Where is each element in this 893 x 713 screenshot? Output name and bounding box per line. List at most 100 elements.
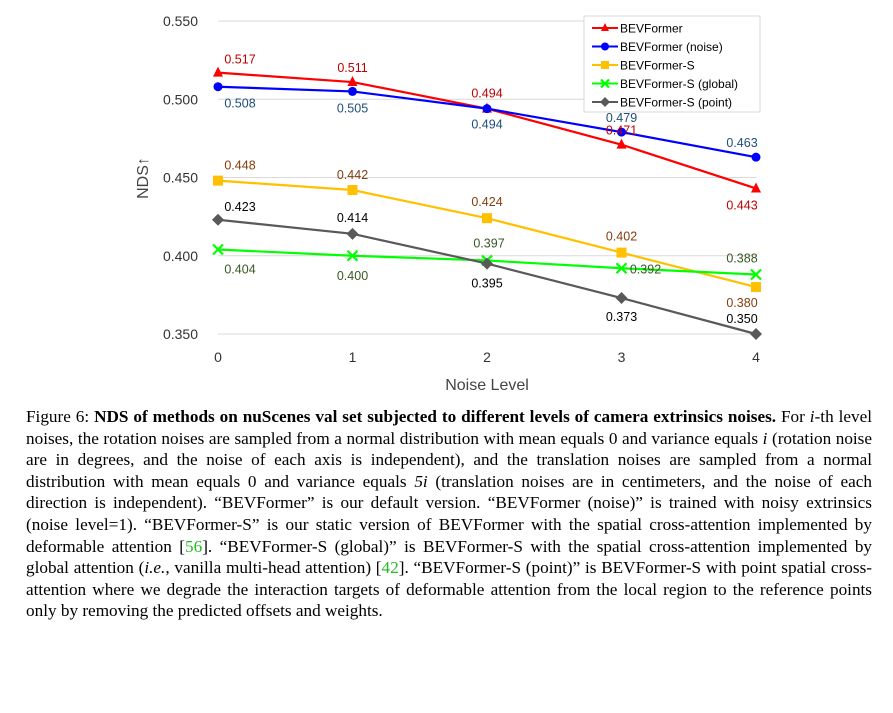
y-tick-label: 0.400 [163, 248, 198, 264]
diamond-marker [600, 97, 610, 107]
caption-abbrev: i.e. [144, 558, 166, 578]
y-tick-label: 0.550 [163, 13, 198, 29]
diamond-marker [750, 328, 762, 340]
data-label: 0.423 [224, 200, 255, 214]
caption-var: i [809, 407, 815, 426]
data-label: 0.448 [224, 159, 255, 173]
data-label: 0.511 [337, 61, 367, 75]
circle-marker [482, 104, 492, 114]
x-tick-label: 0 [214, 349, 222, 365]
square-marker [347, 185, 358, 196]
data-label: 0.517 [224, 53, 255, 67]
triangle-marker [616, 138, 627, 149]
caption-var: i [762, 428, 768, 448]
caption-text: (rotation noise are in degrees, and the … [26, 428, 873, 491]
caption-text: ]. “BEVFormer-S (point)” is BEVFormer-S … [26, 558, 872, 621]
x-marker-stroke [750, 268, 762, 281]
square-marker [751, 282, 761, 293]
circle-marker [617, 127, 626, 137]
data-label: 0.402 [606, 230, 637, 244]
data-label: 0.397 [473, 236, 504, 250]
legend-label: BEVFormer [620, 22, 683, 36]
x-marker-stroke [600, 78, 610, 89]
data-label: 0.508 [224, 97, 255, 111]
x-marker [750, 268, 762, 281]
caption-text: ]. “BEVFormer-S (global)” is BEVFormer-S… [26, 536, 873, 578]
citation-link[interactable]: 42 [381, 558, 399, 578]
series-bevformer-noise [213, 82, 761, 162]
triangle-marker [601, 23, 609, 31]
line-chart: 0.350 0.400 0.450 0.500 0.550 0 1 2 3 4 NDS↑ Noi… [135, 13, 762, 394]
data-label: 0.400 [337, 269, 368, 283]
data-label: 0.471 [606, 124, 637, 138]
circle-marker [348, 86, 357, 96]
data-labels: 0.517 0.511 0.494 0.471 0.443 0.508 0.505 0.494… [224, 53, 757, 326]
data-label: 0.479 [606, 111, 637, 125]
caption-text: -th level noises, the rotation noises ar… [26, 407, 872, 448]
legend: BEVFormer BEVFormer (noise) BEVFormer-S BEV… [583, 15, 761, 113]
square-marker [482, 213, 492, 224]
figure-label: Figure 6: [26, 407, 90, 426]
legend-label: BEVFormer-S (point) [620, 96, 732, 110]
square-marker [616, 247, 627, 258]
x-tick-label: 3 [618, 349, 626, 365]
circle-marker [213, 82, 223, 92]
legend-entry: BEVFormer-S (point) [592, 96, 732, 110]
data-label: 0.442 [337, 168, 368, 182]
data-label: 0.388 [726, 252, 757, 266]
data-label: 0.494 [471, 118, 502, 132]
caption-var: 5i [414, 471, 428, 491]
x-tick-label: 4 [752, 349, 760, 365]
data-label: 0.424 [471, 195, 502, 209]
legend-entry: BEVFormer-S [592, 59, 695, 73]
x-tick-label: 1 [349, 349, 357, 365]
x-marker [346, 249, 359, 262]
x-marker [600, 78, 610, 89]
legend-entry: BEVFormer-S (global) [592, 77, 738, 91]
x-tick-label: 2 [483, 349, 491, 365]
data-label: 0.505 [337, 101, 368, 115]
series-bevformer-s-point [212, 213, 762, 340]
diamond-marker [615, 292, 628, 305]
figure-caption: Figure 6: NDS of methods on nuScenes val… [26, 406, 872, 622]
x-axis-title: Noise Level [445, 377, 529, 394]
data-label: 0.373 [606, 310, 637, 324]
caption-text: (translation noises are in centimeters, … [26, 471, 872, 556]
diamond-marker [346, 227, 359, 240]
legend-label: BEVFormer (noise) [620, 40, 723, 54]
data-label: 0.414 [337, 211, 368, 225]
square-marker [213, 175, 223, 186]
data-label: 0.395 [471, 277, 502, 291]
triangle-marker [213, 66, 223, 77]
x-marker [212, 243, 224, 256]
data-label: 0.392 [630, 262, 661, 276]
diamond-marker [212, 213, 224, 226]
data-label: 0.404 [224, 262, 255, 276]
legend-label: BEVFormer-S (global) [620, 77, 738, 91]
x-marker-stroke [346, 249, 359, 262]
x-marker [615, 262, 628, 275]
data-label: 0.350 [726, 312, 757, 326]
caption-text: , vanilla multi-head attention) [ [165, 558, 382, 578]
x-axis-ticks: 0 1 2 3 4 [214, 349, 760, 365]
data-label: 0.380 [726, 296, 757, 310]
circle-marker [601, 42, 609, 51]
series-bevformer-s [213, 175, 761, 293]
y-tick-label: 0.500 [163, 91, 198, 107]
caption-title: NDS of methods on nuScenes val set subje… [94, 407, 777, 426]
y-axis-title: NDS↑ [135, 157, 152, 199]
x-marker-stroke [615, 262, 628, 275]
circle-marker [751, 152, 761, 162]
triangle-marker [751, 182, 761, 193]
citation-link[interactable]: 56 [185, 536, 203, 556]
y-axis-ticks: 0.350 0.400 0.450 0.500 0.550 [163, 13, 198, 342]
y-tick-label: 0.450 [163, 170, 198, 186]
triangle-marker [347, 76, 358, 87]
legend-label: BEVFormer-S [620, 59, 695, 73]
data-label: 0.443 [726, 198, 757, 212]
y-tick-label: 0.350 [163, 326, 198, 342]
legend-entry: BEVFormer (noise) [592, 40, 723, 54]
x-marker-stroke [212, 243, 224, 256]
diamond-marker [481, 257, 493, 270]
